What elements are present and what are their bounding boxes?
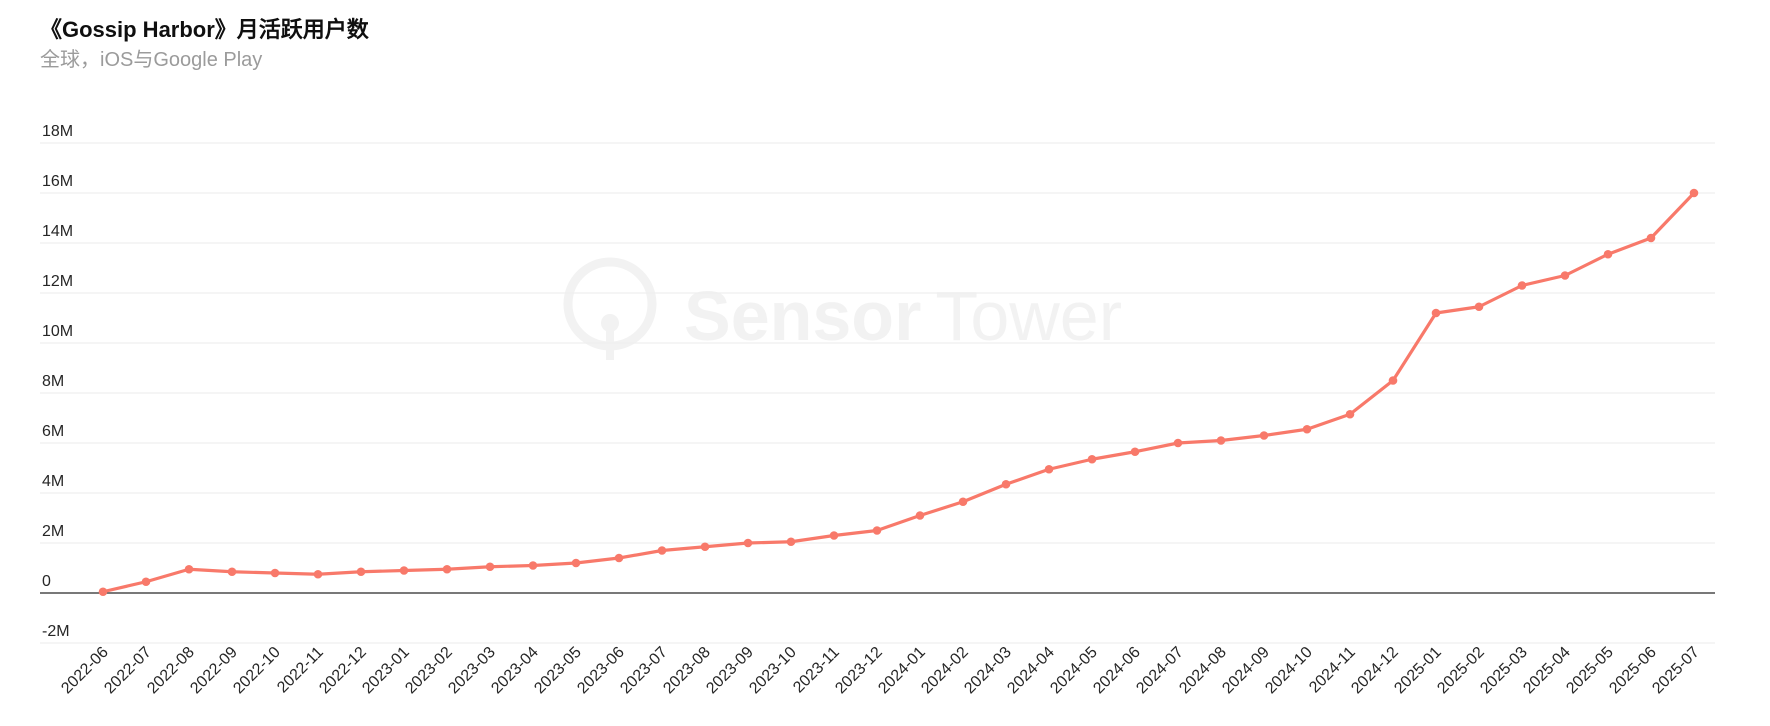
chart-title: 《Gossip Harbor》月活跃用户数 — [40, 17, 369, 42]
x-tick-label: 2023-09 — [703, 644, 757, 698]
x-tick-label: 2024-06 — [1090, 644, 1144, 698]
data-point-2024-03[interactable] — [1001, 479, 1011, 489]
x-tick-label: 2023-12 — [832, 644, 886, 698]
x-tick-label: 2023-04 — [488, 644, 542, 698]
data-point-2025-02[interactable] — [1474, 302, 1484, 312]
data-point-2025-01[interactable] — [1431, 308, 1441, 318]
data-point-2022-11[interactable] — [313, 569, 323, 579]
data-point-2023-09[interactable] — [743, 538, 753, 548]
data-point-2024-01[interactable] — [915, 511, 925, 520]
x-tick-label: 2025-04 — [1520, 644, 1574, 698]
x-tick-label: 2023-02 — [402, 644, 456, 698]
x-tick-label: 2025-05 — [1563, 644, 1617, 698]
sensortower-logo-icon — [601, 314, 619, 332]
data-point-2025-04[interactable] — [1560, 271, 1570, 280]
x-tick-label: 2025-03 — [1477, 644, 1531, 698]
y-tick-label: 14M — [42, 223, 73, 240]
x-tick-label: 2022-12 — [316, 644, 370, 698]
data-point-2023-08[interactable] — [700, 542, 710, 552]
data-point-2023-02[interactable] — [442, 564, 452, 574]
x-tick-label: 2023-06 — [574, 644, 628, 698]
data-point-2023-12[interactable] — [872, 526, 882, 535]
data-point-2022-10[interactable] — [270, 568, 280, 578]
data-point-2025-05[interactable] — [1603, 249, 1613, 259]
x-tick-label: 2024-03 — [961, 644, 1015, 698]
data-point-2024-07[interactable] — [1173, 438, 1183, 448]
x-tick-label: 2024-07 — [1133, 644, 1187, 698]
chart-header: 《Gossip Harbor》月活跃用户数 全球，iOS与Google Play — [40, 16, 369, 73]
y-tick-label: 10M — [42, 323, 73, 340]
data-point-2023-06[interactable] — [614, 553, 624, 563]
data-point-2024-10[interactable] — [1302, 424, 1312, 434]
data-point-2023-11[interactable] — [829, 531, 839, 540]
data-point-2022-12[interactable] — [356, 567, 366, 577]
data-point-2023-01[interactable] — [399, 566, 409, 575]
data-point-2022-08[interactable] — [184, 564, 194, 574]
x-tick-label: 2024-12 — [1348, 644, 1402, 698]
x-tick-label: 2023-05 — [531, 644, 585, 698]
x-tick-label: 2022-10 — [230, 644, 284, 698]
mau-series-line — [101, 191, 1696, 594]
y-tick-label: 2M — [42, 523, 64, 540]
data-point-2024-02[interactable] — [958, 497, 968, 507]
x-tick-label: 2025-02 — [1434, 644, 1488, 698]
data-point-2025-07[interactable] — [1689, 188, 1699, 198]
x-tick-label: 2024-04 — [1004, 644, 1058, 698]
x-tick-label: 2023-08 — [660, 644, 714, 698]
y-tick-label: 16M — [42, 173, 73, 190]
data-point-2023-04[interactable] — [528, 561, 538, 570]
sensortower-logo-icon — [606, 328, 614, 360]
sensortower-watermark: Sensor Tower — [563, 257, 1122, 360]
data-point-2024-11[interactable] — [1345, 409, 1355, 419]
data-point-2023-10[interactable] — [786, 537, 796, 547]
x-tick-label: 2023-01 — [359, 644, 413, 698]
data-point-2024-09[interactable] — [1259, 431, 1269, 440]
data-point-2022-07[interactable] — [141, 577, 151, 587]
data-point-2023-03[interactable] — [485, 562, 495, 572]
x-tick-label: 2024-02 — [918, 644, 972, 698]
y-tick-label: 6M — [42, 423, 64, 440]
x-tick-label: 2025-01 — [1391, 644, 1445, 698]
x-tick-label: 2023-07 — [617, 644, 671, 698]
x-tick-label: 2024-01 — [875, 644, 929, 698]
x-tick-label: 2023-10 — [746, 644, 800, 698]
x-tick-label: 2024-08 — [1176, 644, 1230, 698]
y-tick-label: 4M — [42, 473, 64, 490]
x-tick-label: 2024-10 — [1262, 644, 1316, 698]
data-point-2024-08[interactable] — [1216, 436, 1226, 445]
data-point-2024-06[interactable] — [1130, 447, 1140, 457]
data-point-2022-09[interactable] — [227, 567, 237, 577]
data-point-2024-04[interactable] — [1044, 464, 1054, 474]
x-tick-label: 2022-06 — [58, 644, 112, 698]
y-tick-label: 0 — [42, 573, 51, 590]
data-point-2025-03[interactable] — [1517, 281, 1527, 290]
x-tick-label: 2022-07 — [101, 644, 155, 698]
x-tick-label: 2025-07 — [1649, 644, 1703, 698]
chart-subtitle: 全球，iOS与Google Play — [40, 49, 263, 71]
watermark-text: Sensor Tower — [684, 277, 1122, 355]
x-tick-label: 2024-05 — [1047, 644, 1101, 698]
y-tick-label: 8M — [42, 373, 64, 390]
y-tick-label: 18M — [42, 123, 73, 140]
data-point-2024-12[interactable] — [1388, 376, 1398, 385]
data-point-2023-05[interactable] — [571, 558, 581, 568]
data-point-2023-07[interactable] — [657, 546, 667, 555]
y-tick-label: 12M — [42, 273, 73, 290]
x-tick-label: 2023-03 — [445, 644, 499, 698]
x-tick-label: 2022-08 — [144, 644, 198, 698]
data-point-2022-06[interactable] — [98, 587, 108, 597]
x-tick-label: 2024-09 — [1219, 644, 1273, 698]
data-point-2025-06[interactable] — [1646, 233, 1656, 243]
x-tick-label: 2025-06 — [1606, 644, 1660, 698]
data-point-2024-05[interactable] — [1087, 454, 1097, 464]
x-tick-label: 2022-09 — [187, 644, 241, 698]
y-tick-label: -2M — [42, 623, 70, 640]
